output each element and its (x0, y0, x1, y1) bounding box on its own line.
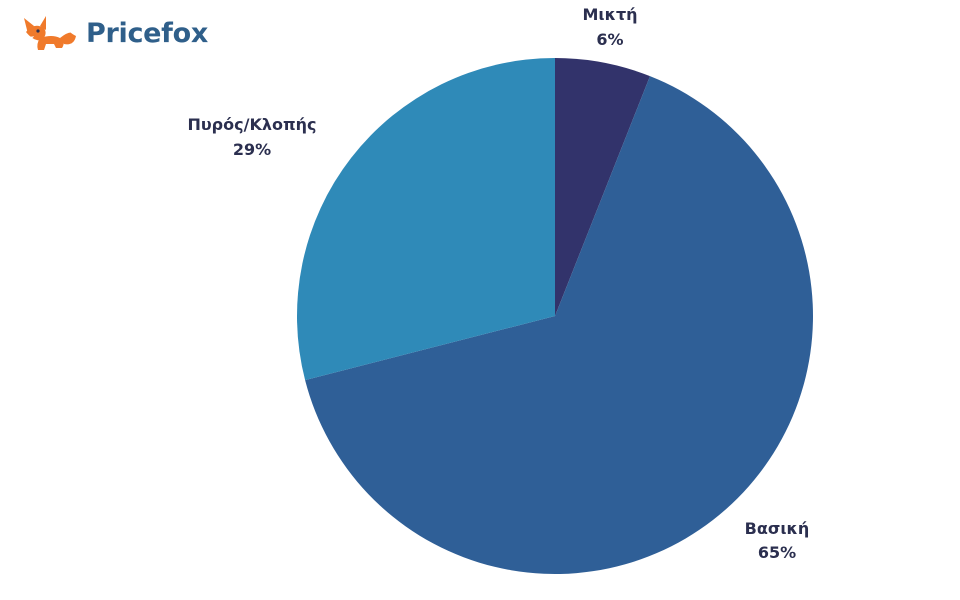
slice-label-1: Μικτή (582, 5, 637, 24)
slice-label-3: Πυρός/Κλοπής (187, 115, 316, 134)
pie-slice-2 (305, 76, 813, 574)
pie-slices (296, 58, 813, 574)
slice-value-1: 6% (596, 30, 623, 49)
slice-label-2: Βασική (745, 519, 810, 538)
pie-labels: Μικτή 6% Βασική 65% Πυρός/Κλοπής 29% (187, 5, 809, 562)
slice-value-3: 29% (233, 140, 271, 159)
slice-value-2: 65% (758, 543, 796, 562)
brand-name: Pricefox (86, 17, 208, 49)
pie-slice-3 (296, 58, 555, 381)
brand-logo: Pricefox (22, 12, 208, 54)
fox-icon (24, 16, 76, 50)
pie-slice-1 (555, 58, 650, 316)
